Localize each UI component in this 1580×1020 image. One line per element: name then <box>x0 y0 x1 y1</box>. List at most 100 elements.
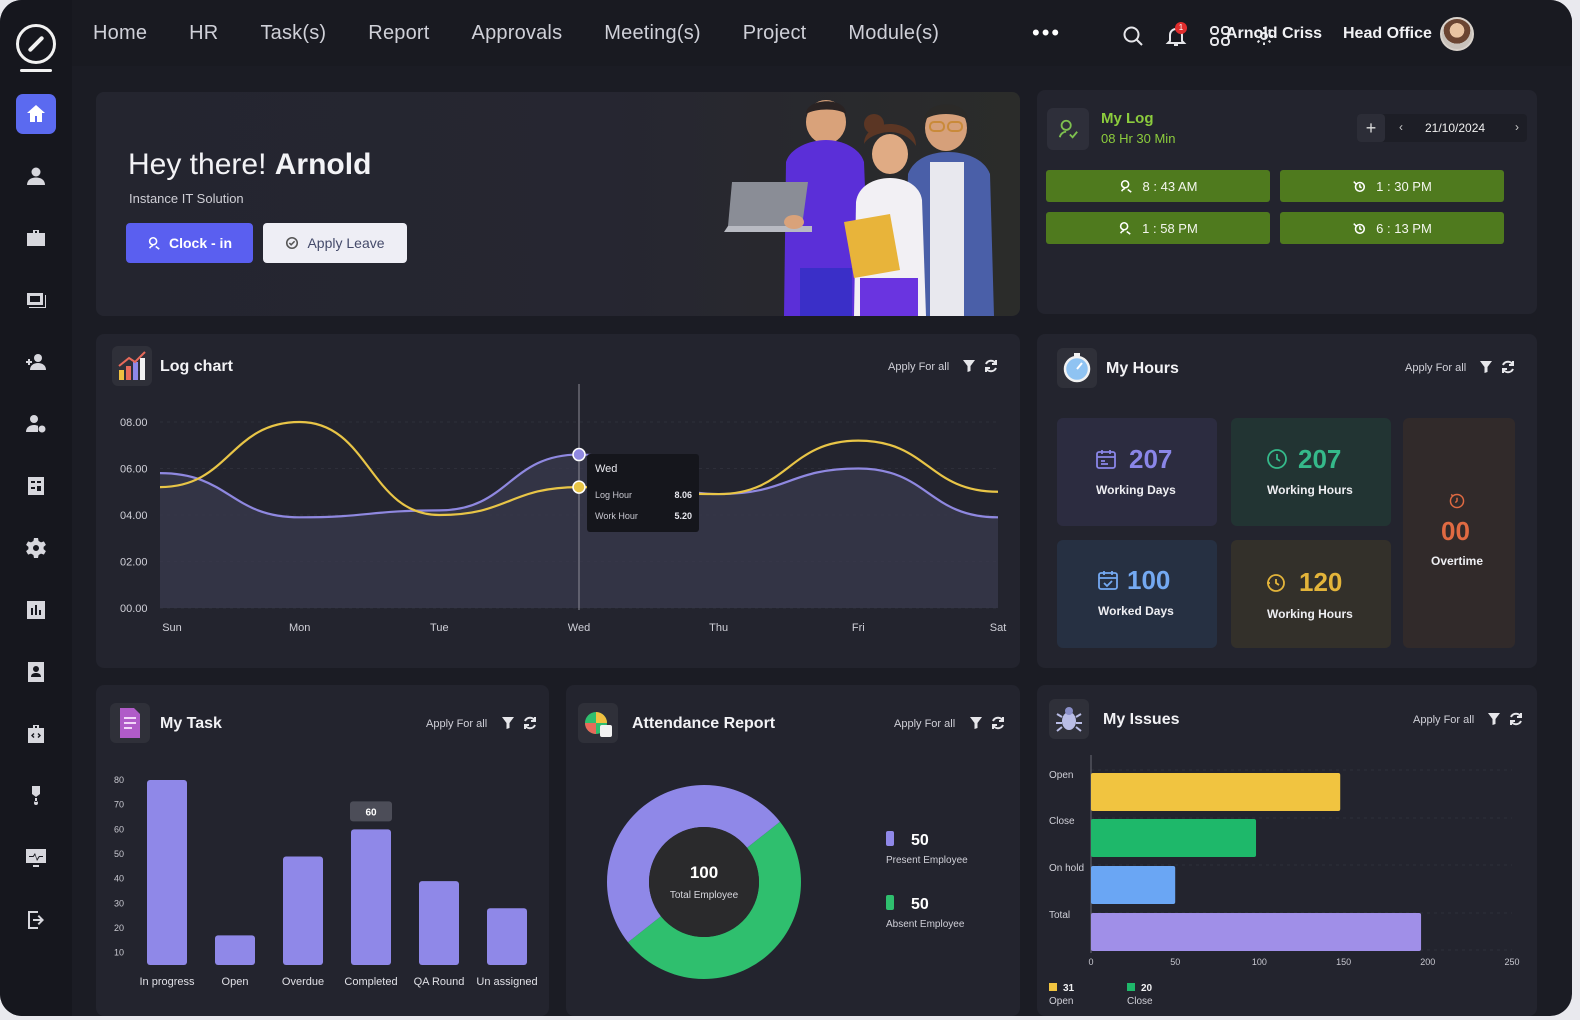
nav-meetings[interactable]: Meeting(s) <box>604 22 701 44</box>
nav-project[interactable]: Project <box>742 22 807 44</box>
clock-in-button[interactable]: Clock - in <box>126 223 253 263</box>
nav-home[interactable]: Home <box>93 22 148 44</box>
x-tick-label: Un assigned <box>476 976 537 988</box>
apply-leave-label: Apply Leave <box>307 235 385 251</box>
log-entry-clock-out[interactable]: 1 : 30 PM <box>1280 170 1504 202</box>
briefcase-icon[interactable] <box>16 218 56 258</box>
working-hours-tile[interactable]: 207 Working Hours <box>1231 418 1391 526</box>
user-icon[interactable] <box>16 156 56 196</box>
app-logo[interactable] <box>16 24 56 64</box>
clock-in-icon <box>1120 179 1132 193</box>
overtime-clock-icon <box>1449 493 1465 509</box>
greeting-text: Hey there! <box>128 148 267 181</box>
working-hours-label: Working Hours <box>1267 483 1353 497</box>
more-menu-icon[interactable]: ••• <box>1032 20 1062 45</box>
y-tick-label: Open <box>1049 770 1073 781</box>
nav-tasks[interactable]: Task(s) <box>260 22 327 44</box>
clock-in-icon <box>1120 221 1131 235</box>
search-icon[interactable] <box>1121 24 1145 48</box>
value-label: 60 <box>365 807 377 818</box>
x-tick-label: Fri <box>852 622 865 634</box>
apply-for-all-link[interactable]: Apply For all <box>888 361 950 373</box>
user-name[interactable]: Arnold Criss <box>1226 25 1323 42</box>
tooltip-value: 8.06 <box>674 490 692 500</box>
y-tick-label: Close <box>1049 816 1075 827</box>
nav-report[interactable]: Report <box>368 22 430 44</box>
office-selector[interactable]: Head Office <box>1343 25 1432 42</box>
worked-days-tile[interactable]: 100 Worked Days <box>1057 540 1217 648</box>
refresh-icon[interactable] <box>523 716 537 730</box>
clock-out-icon <box>1353 223 1366 235</box>
apply-for-all-link[interactable]: Apply For all <box>426 718 488 730</box>
apply-for-all-link[interactable]: Apply For all <box>1405 362 1467 374</box>
log-entry-clock-in[interactable]: 1 : 58 PM <box>1046 212 1270 244</box>
apps-grid-icon[interactable] <box>1208 24 1232 48</box>
task-bar <box>147 780 187 965</box>
gear-icon[interactable] <box>16 528 56 568</box>
tooltip-title: Wed <box>595 463 617 475</box>
log-entry-clock-in[interactable]: 8 : 43 AM <box>1046 170 1270 202</box>
working-hours-value: 120 <box>1299 567 1343 597</box>
code-case-icon[interactable] <box>16 714 56 754</box>
growth-chart-icon <box>112 346 152 386</box>
filter-icon[interactable] <box>969 716 983 730</box>
my-task-card: My Task Apply For all 10 20 30 40 50 60 70 80 In… <box>96 685 549 1016</box>
working-days-tile[interactable]: 207 Working Days <box>1057 418 1217 526</box>
pie-chart-icon <box>578 703 618 743</box>
x-tick-label: Tue <box>430 622 449 634</box>
y-tick-label: On hold <box>1049 863 1084 874</box>
overtime-value: 00 <box>1441 516 1470 546</box>
apply-leave-button[interactable]: Apply Leave <box>263 223 407 263</box>
bar-chart-icon[interactable] <box>16 590 56 630</box>
donut-total-value: 100 <box>690 863 718 882</box>
filter-icon[interactable] <box>962 359 976 373</box>
issues-title: My Issues <box>1103 711 1180 728</box>
legend-swatch <box>886 895 894 910</box>
nav-modules[interactable]: Module(s) <box>848 22 940 44</box>
calculator-icon[interactable] <box>16 466 56 506</box>
add-log-button[interactable]: + <box>1357 114 1385 142</box>
leave-icon <box>286 236 299 250</box>
log-entry-clock-out[interactable]: 6 : 13 PM <box>1280 212 1504 244</box>
log-chart-title: Log chart <box>160 358 233 375</box>
x-tick-label: Sat <box>990 622 1007 634</box>
monitor-icon[interactable] <box>16 838 56 878</box>
issues-bar-chart: 0 50 100 150 200 250 Open Close On hold Total 31 Op… <box>1049 755 1520 1007</box>
filter-icon[interactable] <box>501 716 515 730</box>
chevron-left-icon[interactable]: ‹ <box>1399 120 1403 134</box>
task-bar-chart: 10 20 30 40 50 60 70 80 In progress Open Overdue Co… <box>114 775 538 988</box>
user-settings-icon[interactable] <box>16 404 56 444</box>
log-date[interactable]: 21/10/2024 <box>1425 121 1486 135</box>
task-bar <box>283 856 323 965</box>
settings-icon[interactable] <box>1252 24 1276 48</box>
apply-for-all-link[interactable]: Apply For all <box>1413 714 1475 726</box>
y-tick-label: 10 <box>114 948 124 958</box>
refresh-icon[interactable] <box>1509 712 1523 726</box>
y-tick-label: 08.00 <box>120 417 148 429</box>
log-entry-time: 1 : 58 PM <box>1142 220 1198 236</box>
add-user-icon[interactable] <box>16 342 56 382</box>
legend-label: Open <box>1049 996 1073 1007</box>
overtime-tile[interactable]: 00 Overtime <box>1403 418 1515 648</box>
avatar[interactable] <box>1440 17 1474 51</box>
nav-approvals[interactable]: Approvals <box>471 22 563 44</box>
id-card-icon[interactable] <box>16 280 56 320</box>
my-log-card: My Log 08 Hr 30 Min + ‹ 21/10/2024 › 8 :… <box>1037 90 1537 314</box>
home-icon[interactable] <box>16 94 56 134</box>
award-icon[interactable] <box>16 776 56 816</box>
working-hours-tile-2[interactable]: 120 Working Hours <box>1231 540 1391 648</box>
filter-icon[interactable] <box>1479 360 1493 374</box>
chevron-right-icon[interactable]: › <box>1515 120 1519 134</box>
refresh-icon[interactable] <box>1501 360 1515 374</box>
nav-hr[interactable]: HR <box>189 22 219 44</box>
logout-icon[interactable] <box>16 900 56 940</box>
refresh-icon[interactable] <box>984 359 998 373</box>
company-name: Instance IT Solution <box>129 191 244 206</box>
filter-icon[interactable] <box>1487 712 1501 726</box>
refresh-icon[interactable] <box>991 716 1005 730</box>
log-user-icon <box>1047 108 1089 150</box>
notification-badge: 1 <box>1175 22 1187 34</box>
apply-for-all-link[interactable]: Apply For all <box>894 718 956 730</box>
contact-icon[interactable] <box>16 652 56 692</box>
legend-swatch <box>886 831 894 846</box>
